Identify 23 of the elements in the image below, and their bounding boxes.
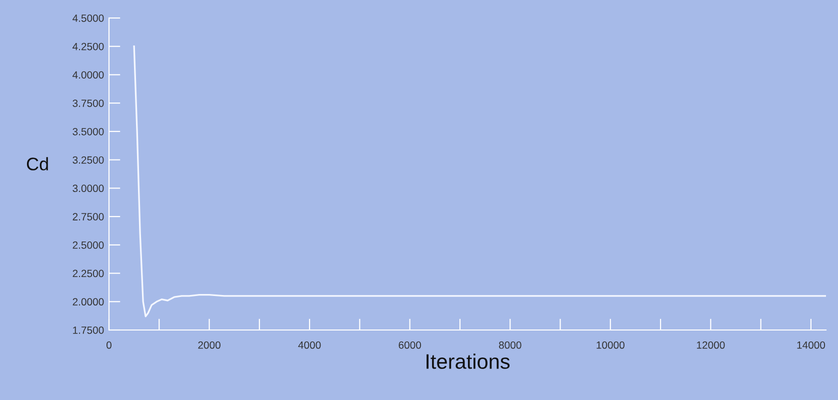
x-tick-label: 0 (106, 341, 112, 349)
y-tick-label: 3.0000 (72, 184, 104, 192)
x-tick-label: 8000 (498, 341, 522, 349)
y-tick-label: 2.7500 (72, 213, 104, 220)
x-tick-label: 6000 (398, 341, 422, 349)
y-axis-title: Cd (26, 157, 48, 170)
line-series (133, 46, 826, 318)
y-tick-label: 4.2500 (72, 42, 104, 50)
y-tick-label: 2.5000 (72, 241, 104, 249)
x-tick-label: 2000 (198, 341, 220, 349)
y-tick-label: 2.0000 (72, 298, 104, 306)
x-axis-title: Iterations (426, 354, 510, 369)
y-tick-label: 2.2500 (72, 270, 104, 278)
x-tick-label: 4000 (298, 341, 321, 349)
y-tick-label: 3.5000 (72, 128, 104, 136)
y-tick-label: 4.0000 (72, 71, 104, 79)
y-tick-label: 3.2500 (72, 156, 104, 164)
y-tick-label: 3.7500 (72, 100, 104, 107)
x-tick-label: 14000 (797, 341, 826, 349)
y-tick-label: 1.7500 (73, 326, 104, 334)
x-tick-label: 10000 (596, 341, 624, 349)
x-tick-label: 12000 (696, 341, 725, 349)
y-tick-label: 4.5000 (72, 14, 104, 22)
